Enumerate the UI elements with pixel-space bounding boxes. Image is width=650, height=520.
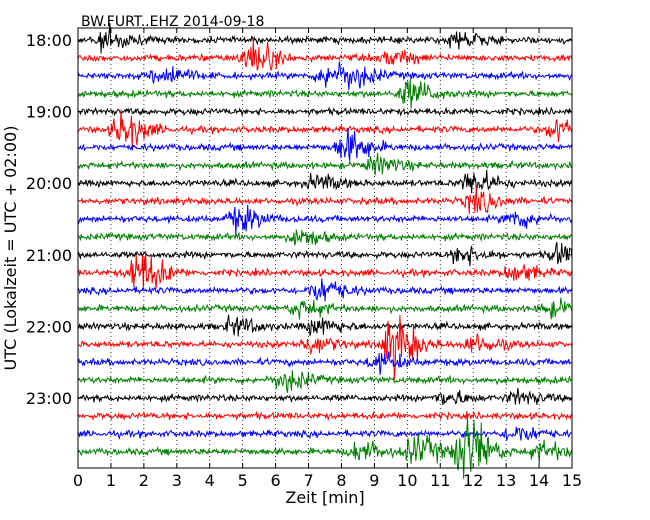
trace-line: [77, 187, 573, 215]
trace-line: [77, 109, 573, 149]
trace-line: [77, 127, 573, 161]
plot-frame: [77, 27, 573, 469]
trace-line: [77, 351, 573, 375]
trace-line: [77, 106, 573, 117]
trace-line: [77, 229, 573, 246]
x-tick-label: 1: [106, 471, 116, 490]
x-tick-label: 3: [172, 471, 182, 490]
x-tick-label: 11: [430, 471, 450, 490]
x-tick-label: 14: [529, 471, 549, 490]
y-tick-label: 19:00: [26, 103, 72, 122]
x-tick-label: 8: [336, 471, 346, 490]
y-tick-label: 21:00: [26, 246, 72, 265]
x-tick-label: 15: [562, 471, 582, 490]
trace-line: [77, 241, 573, 267]
x-tick-label: 9: [369, 471, 379, 490]
trace-line: [77, 61, 573, 90]
trace-line: [77, 426, 572, 441]
trace-line: [77, 152, 573, 176]
x-tick-label: 0: [73, 471, 83, 490]
y-axis-title: UTC (Lokalzeit = UTC + 02:00): [1, 126, 20, 371]
trace-line: [77, 314, 573, 337]
trace-line: [77, 418, 573, 479]
trace-group: [77, 23, 573, 479]
y-tick-labels: 18:00 19:00 20:00 21:00 22:00 23:00: [26, 31, 72, 408]
x-tick-label: 7: [303, 471, 313, 490]
y-tick-label: 23:00: [26, 389, 72, 408]
trace-line: [77, 23, 573, 54]
y-tick-label: 20:00: [26, 174, 72, 193]
trace-line: [77, 387, 573, 406]
x-grid: [110, 28, 540, 468]
x-tick-label: 2: [139, 471, 149, 490]
y-tick-label: 18:00: [26, 31, 72, 50]
x-tick-label: 12: [463, 471, 483, 490]
trace-line: [77, 78, 573, 109]
trace-line: [77, 314, 573, 381]
x-tick-label: 6: [271, 471, 281, 490]
x-tick-label: 10: [397, 471, 417, 490]
trace-line: [77, 169, 573, 194]
trace-line: [77, 278, 573, 302]
trace-line: [77, 38, 573, 71]
trace-line: [77, 370, 573, 393]
x-axis-title: Zeit [min]: [285, 488, 364, 507]
x-tick-label: 4: [205, 471, 215, 490]
chart-title: BW.FURT..EHZ 2014-09-18: [81, 14, 264, 30]
y-tick-label: 22:00: [26, 317, 72, 336]
trace-line: [77, 297, 573, 320]
x-tick-labels: 0 1 2 3 4 5 6 7 8 9 10 11 12 13 14 15: [73, 471, 582, 490]
x-tick-label: 13: [496, 471, 516, 490]
trace-line: [77, 250, 573, 290]
trace-line: [77, 410, 573, 422]
trace-line: [77, 204, 573, 237]
x-tick-label: 5: [238, 471, 248, 490]
